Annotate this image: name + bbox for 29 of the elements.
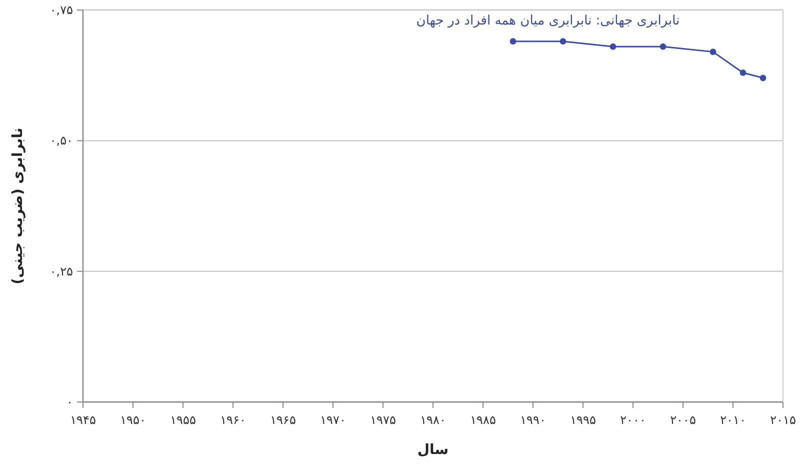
x-tick-label: ۱۹۸۵ <box>470 413 496 427</box>
x-tick-label: ۲۰۱۰ <box>720 413 746 427</box>
series-label: نابرابری جهانی: نابرابری میان همه افراد در جهان <box>416 13 680 28</box>
y-axis-title: نابرابری (ضریب جینی) <box>10 128 26 284</box>
point <box>710 48 716 56</box>
point <box>610 43 616 50</box>
x-tick-label: ۱۹۸۰ <box>420 413 446 427</box>
point <box>560 38 566 45</box>
x-tick-label: ۱۹۴۵ <box>70 413 96 427</box>
x-tick-label: ۲۰۰۰ <box>620 413 646 427</box>
y-tick-label: ۰,۵۰ <box>50 134 73 148</box>
y-tick-label: ۰,۲۵ <box>50 264 73 278</box>
x-tick-label: ۱۹۶۰ <box>220 413 246 427</box>
x-tick-label: ۱۹۷۵ <box>370 413 396 427</box>
x-tick-label: ۱۹۹۵ <box>570 413 596 427</box>
y-tick-label: ۰,۷۵ <box>50 3 73 17</box>
x-tick-label: ۲۰۰۵ <box>670 413 696 427</box>
x-tick-label: ۱۹۶۵ <box>270 413 296 427</box>
x-tick-label: ۱۹۷۰ <box>320 413 346 427</box>
point <box>660 43 666 50</box>
point <box>510 38 516 45</box>
point <box>760 74 766 82</box>
x-tick-label: ۲۰۱۵ <box>770 413 796 427</box>
y-tick-label: ۰ <box>66 395 73 409</box>
point <box>740 70 746 76</box>
x-tick-label: ۱۹۵۰ <box>120 413 146 427</box>
x-axis-title: سال <box>417 442 449 458</box>
x-tick-label: ۱۹۹۰ <box>520 413 546 427</box>
x-tick-label: ۱۹۵۵ <box>170 413 196 427</box>
